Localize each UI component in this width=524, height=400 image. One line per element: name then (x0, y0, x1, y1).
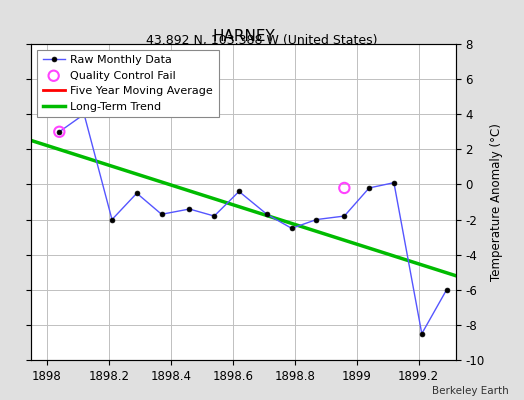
Title: HARNEY: HARNEY (212, 29, 275, 44)
Text: Berkeley Earth: Berkeley Earth (432, 386, 508, 396)
Line: Raw Monthly Data: Raw Monthly Data (57, 112, 449, 336)
Quality Control Fail (340, 185, 348, 191)
Legend: Raw Monthly Data, Quality Control Fail, Five Year Moving Average, Long-Term Tren: Raw Monthly Data, Quality Control Fail, … (37, 50, 219, 117)
Raw Monthly Data (211, 214, 217, 218)
Raw Monthly Data (134, 191, 140, 196)
Raw Monthly Data (109, 217, 115, 222)
Raw Monthly Data (81, 112, 88, 117)
Raw Monthly Data (289, 226, 295, 231)
Raw Monthly Data (419, 331, 425, 336)
Raw Monthly Data (341, 214, 347, 218)
Quality Control Fail (55, 128, 63, 135)
Raw Monthly Data (391, 180, 397, 185)
Raw Monthly Data (443, 287, 450, 292)
Raw Monthly Data (56, 129, 62, 134)
Raw Monthly Data (264, 212, 270, 217)
Raw Monthly Data (236, 189, 242, 194)
Text: 43.892 N, 103.388 W (United States): 43.892 N, 103.388 W (United States) (146, 34, 378, 47)
Y-axis label: Temperature Anomaly (°C): Temperature Anomaly (°C) (490, 123, 504, 281)
Raw Monthly Data (158, 212, 165, 217)
Raw Monthly Data (313, 217, 320, 222)
Raw Monthly Data (366, 186, 372, 190)
Raw Monthly Data (187, 207, 193, 212)
